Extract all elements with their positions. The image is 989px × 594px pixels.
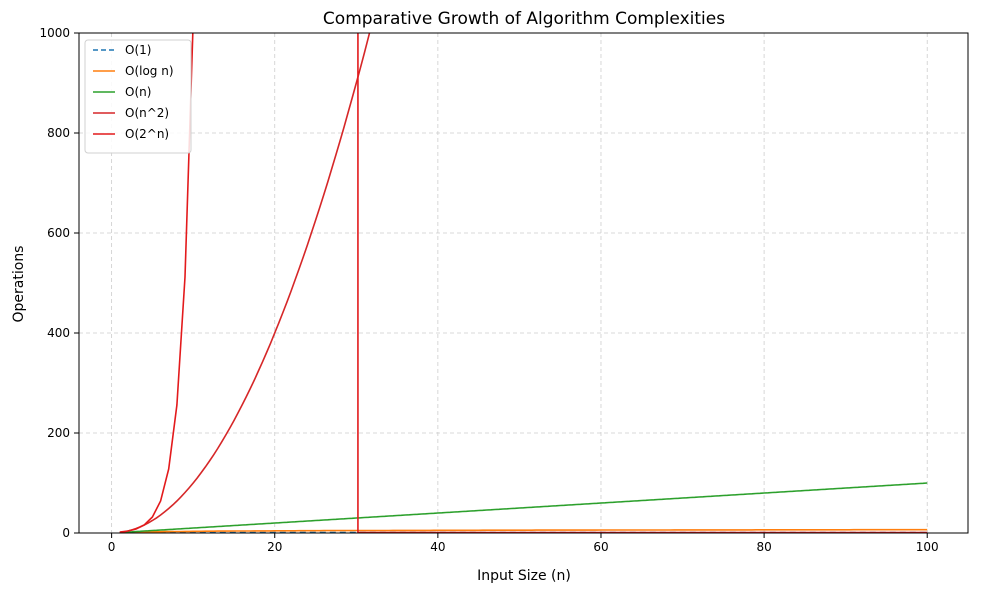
chart-title: Comparative Growth of Algorithm Complexi… bbox=[323, 9, 725, 29]
x-tick-label: 80 bbox=[756, 540, 771, 554]
y-tick-label: 400 bbox=[47, 326, 70, 340]
x-tick-label: 40 bbox=[430, 540, 445, 554]
series-line bbox=[119, 33, 194, 533]
x-tick-label: 0 bbox=[108, 540, 116, 554]
y-tick-label: 800 bbox=[47, 126, 70, 140]
legend-label: O(n^2) bbox=[125, 106, 169, 120]
legend-label: O(2^n) bbox=[125, 127, 169, 141]
x-tick-label: 20 bbox=[267, 540, 282, 554]
x-tick-label: 60 bbox=[593, 540, 608, 554]
legend-box bbox=[84, 39, 192, 154]
series-line bbox=[119, 528, 928, 533]
plot-area bbox=[79, 33, 968, 533]
legend: O(1) O(log n) O(n) O(n^2) O(2^n) bbox=[84, 39, 192, 154]
plot-frame bbox=[78, 32, 969, 534]
y-tick-label: 1000 bbox=[39, 26, 70, 40]
y-axis-label: Operations bbox=[11, 246, 27, 323]
y-tick-label: 0 bbox=[62, 526, 70, 540]
y-tick-label: 200 bbox=[47, 426, 70, 440]
legend-label: O(n) bbox=[125, 85, 151, 99]
x-tick-label: 100 bbox=[916, 540, 939, 554]
legend-label: O(log n) bbox=[125, 64, 174, 78]
y-tick-label: 600 bbox=[47, 226, 70, 240]
series-line bbox=[119, 482, 928, 533]
series-line bbox=[119, 33, 371, 533]
x-axis-label: Input Size (n) bbox=[477, 568, 571, 584]
legend-label: O(1) bbox=[125, 43, 151, 57]
